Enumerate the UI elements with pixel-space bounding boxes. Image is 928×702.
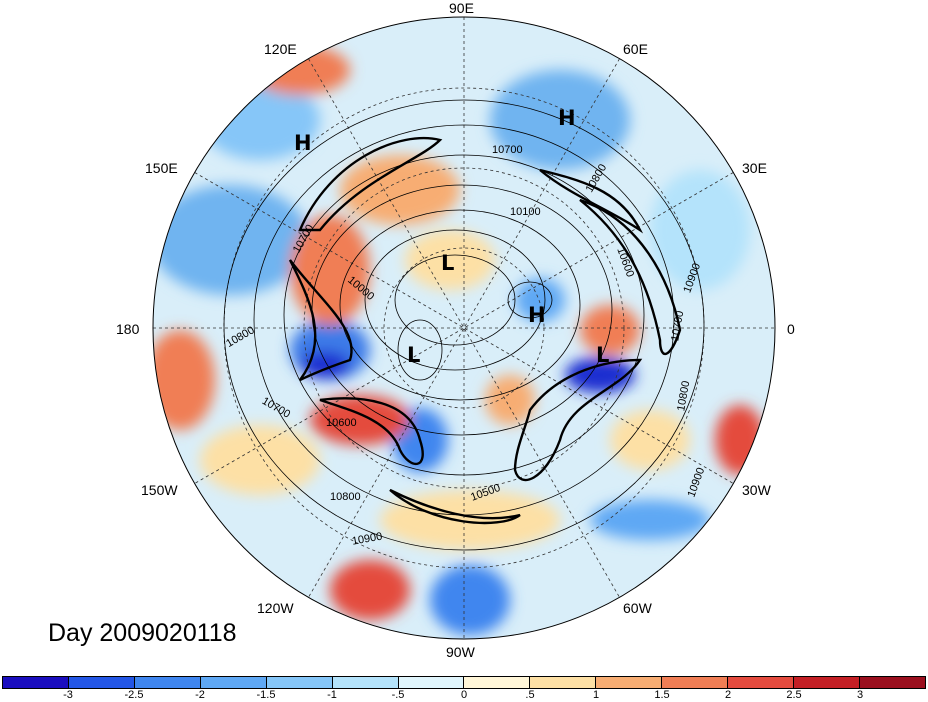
center-label: L [596,343,609,367]
lon-label-90e: 90E [449,0,474,16]
map-border [152,16,776,640]
colorbar-swatch [68,677,135,688]
lon-label-90w: 90W [446,644,475,660]
colorbar-tick-label: -2.5 [124,689,144,701]
colorbar-tick-label: .5 [525,689,535,701]
colorbar-swatch [266,677,333,688]
colorbar-swatch [794,677,860,688]
colorbar-swatch [662,677,729,688]
colorbar-tick-label: -3 [63,689,73,701]
lon-label-0: 0 [787,321,795,337]
lon-label-120w: 120W [257,600,294,616]
colorbar-tick-label: 3 [856,689,864,701]
contour-label: 10900 [351,531,383,548]
anomaly-field [153,17,775,639]
contour-label: 10600 [326,417,357,429]
center-label: H [558,106,576,130]
lon-label-180: 180 [116,321,140,337]
pressure-centers: H H L H L L [294,106,609,367]
center-label: L [407,343,420,367]
colorbar-tick-label: 1.5 [654,689,670,701]
colorbar-tick-label: 0 [460,689,468,701]
center-label: H [528,303,546,327]
contour-label: 10700 [669,310,686,342]
colorbar-tick-label: -.5 [391,689,405,701]
lon-label-60e: 60E [623,41,648,57]
lon-label-120e: 120E [264,41,297,57]
colorbar-tick-label: 2.5 [786,689,802,701]
date-title: Day 2009020118 [48,619,237,647]
colorbar-tick-label: -1 [327,689,337,701]
colorbar-swatch [332,677,399,688]
center-label: L [441,251,454,275]
colorbar [2,676,926,689]
colorbar-swatch [398,677,465,688]
contour-label: 10800 [330,491,361,503]
colorbar-swatch [3,677,69,688]
center-label: H [294,131,312,155]
colorbar-swatch [530,677,597,688]
lon-label-150e: 150E [145,160,178,176]
contour-label: 10800 [675,380,692,412]
colorbar-tick-label: -2 [195,689,205,701]
colorbar-swatch [200,677,267,688]
lon-label-30e: 30E [742,160,767,176]
height-contours [223,99,705,551]
jet-contours [288,136,682,525]
colorbar-swatch [728,677,795,688]
colorbar-tick-label: -1.5 [256,689,276,701]
colorbar-swatch [596,677,663,688]
colorbar-swatch [134,677,201,688]
contour-label: 10100 [510,206,541,218]
colorbar-tick-label: 1 [592,689,600,701]
lon-label-150w: 150W [141,482,178,498]
lon-label-60w: 60W [623,600,652,616]
colorbar-swatch [464,677,531,688]
lon-label-30w: 30W [742,482,771,498]
colorbar-tick-label: 2 [724,689,732,701]
colorbar-swatch [859,677,925,688]
contour-label: 10700 [492,144,523,156]
